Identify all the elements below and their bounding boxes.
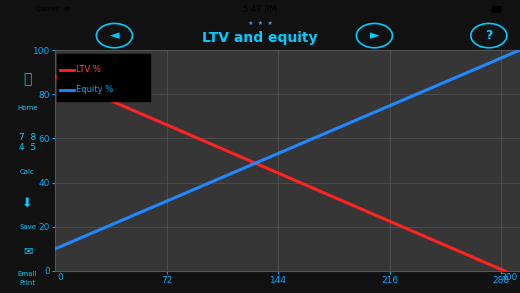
Text: ◄: ◄ <box>110 29 119 42</box>
Text: LTV %: LTV % <box>76 65 101 74</box>
Text: Carrier  ≋: Carrier ≋ <box>36 6 71 12</box>
Text: ⬇: ⬇ <box>22 197 33 209</box>
Text: ★  ★  ★: ★ ★ ★ <box>248 21 272 26</box>
Text: ?: ? <box>485 29 492 42</box>
Text: LTV and equity: LTV and equity <box>202 31 318 45</box>
Text: ▐█▌: ▐█▌ <box>488 6 504 13</box>
Text: Calc: Calc <box>20 168 35 175</box>
Text: ✉: ✉ <box>23 247 32 257</box>
Text: 300: 300 <box>501 273 518 282</box>
Text: 5:47 PM: 5:47 PM <box>243 4 277 13</box>
Text: 0: 0 <box>57 273 63 282</box>
Text: Home: Home <box>17 105 38 111</box>
Text: 7  8
4  5: 7 8 4 5 <box>19 133 36 152</box>
Text: Print: Print <box>19 280 35 286</box>
Text: Email: Email <box>18 270 37 277</box>
FancyBboxPatch shape <box>57 54 150 101</box>
Text: ►: ► <box>370 29 379 42</box>
Text: Equity %: Equity % <box>76 85 113 94</box>
Text: Save: Save <box>19 224 36 230</box>
Text: 🏠: 🏠 <box>23 72 32 86</box>
